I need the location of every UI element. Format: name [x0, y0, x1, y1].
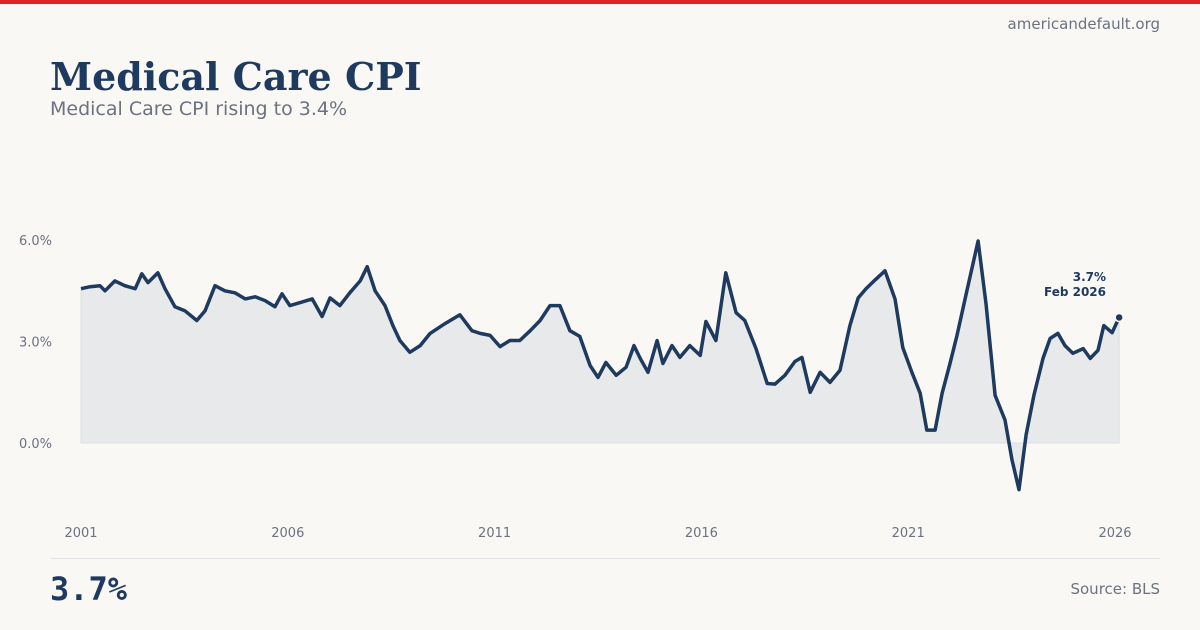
y-tick-label: 0.0% — [19, 437, 52, 452]
x-tick-label: 2011 — [478, 526, 511, 541]
page-subtitle: Medical Care CPI rising to 3.4% — [50, 98, 348, 120]
accent-bar — [0, 0, 1200, 4]
page-title: Medical Care CPI — [50, 54, 422, 99]
current-value: 3.7% — [50, 570, 128, 608]
y-axis: 6.0% 3.0% 0.0% — [19, 234, 52, 452]
x-tick-label: 2026 — [1098, 526, 1131, 541]
footer-divider — [50, 558, 1160, 559]
source-label: Source: BLS — [1070, 580, 1160, 598]
x-tick-label: 2001 — [64, 526, 97, 541]
y-tick-label: 3.0% — [19, 336, 52, 351]
annotation-value: 3.7% — [1073, 270, 1106, 284]
x-tick-label: 2006 — [271, 526, 304, 541]
x-tick-label: 2016 — [685, 526, 718, 541]
last-point-marker — [1114, 312, 1124, 323]
x-tick-label: 2021 — [892, 526, 925, 541]
x-axis: 2001 2006 2011 2016 2021 2026 — [64, 526, 1131, 541]
area-fill — [80, 240, 1120, 490]
annotation-date: Feb 2026 — [1044, 285, 1106, 299]
site-name: americandefault.org — [1007, 15, 1160, 33]
y-tick-label: 6.0% — [19, 234, 52, 249]
series-line — [80, 239, 1121, 492]
